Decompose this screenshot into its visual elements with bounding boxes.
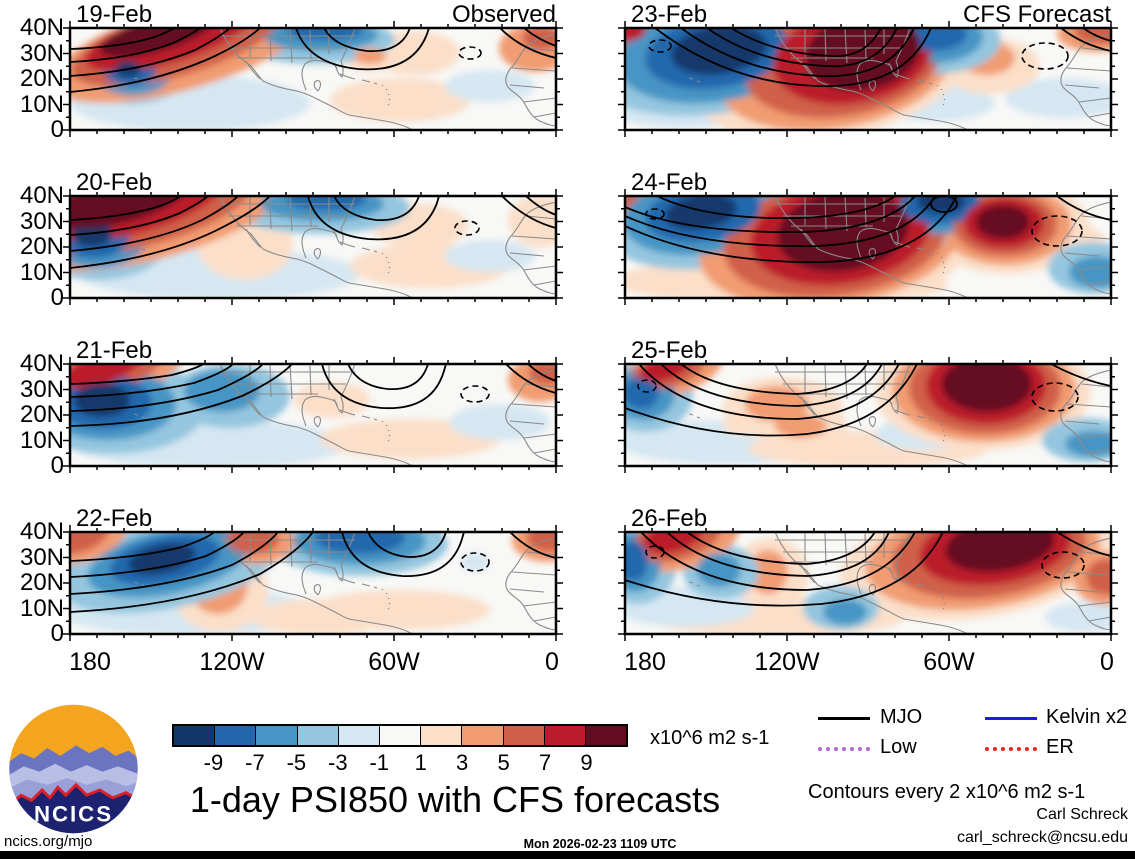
y-axis-label: 40N [19,182,64,209]
panel-date: 23-Feb [631,1,708,28]
colorbar-tick-label: -9 [203,750,224,775]
y-axis-label: 30N [19,543,64,571]
panel-column-label: Observed [451,1,556,28]
colorbar-segment [296,726,338,745]
colorbar [172,724,628,747]
map-panel-26-Feb: 26-Feb 180 120W 60W 0 [618,505,1118,676]
map-panel-19-Feb: 19-Feb Observed 40N 30N 20N 10N 0 [20,1,563,142]
x-axis-label: 180 [69,648,111,676]
y-axis-label: 20N [19,569,64,596]
colorbar-tick-label: -5 [286,750,307,775]
timestamp: Mon 2026-02-23 1109 UTC [523,837,677,851]
legend-line-kelvin-x2 [985,717,1037,720]
map-plot [63,21,563,137]
colorbar-units: x10^6 m2 s-1 [650,727,770,749]
y-axis-label: 30N [19,375,64,403]
panel-date: 21-Feb [76,337,153,364]
x-axis-label: 0 [545,648,559,676]
colorbar-tick-label: -7 [245,750,265,775]
colorbar-segment [420,726,462,745]
map-panel-20-Feb: 20-Feb 40N 30N 20N 10N 0 [20,169,563,310]
colorbar-tick-label: 7 [538,750,552,775]
legend-label: MJO [880,706,923,728]
panel-column-label: CFS Forecast [962,1,1111,28]
x-axis-label: 60W [368,648,420,676]
bottom-bar [0,851,1135,859]
colorbar-segment [461,726,503,745]
y-axis-label: 10N [19,426,64,454]
legend-line-mjo [818,717,870,720]
panel-date: 19-Feb [76,1,153,28]
map-plot [63,189,563,305]
colorbar-segment [214,726,256,745]
legend-line-low [818,747,870,751]
colorbar-tick-label: -3 [328,750,348,775]
legend-label: Low [880,736,917,758]
y-axis-label: 20N [19,401,64,428]
map-plot [618,525,1118,641]
y-axis-label: 10N [19,594,64,622]
map-panel-25-Feb: 25-Feb [618,337,1118,473]
x-axis-label: 180 [624,648,666,676]
panel-date: 24-Feb [631,169,708,196]
map-plot [63,357,563,473]
x-axis-label: 120W [199,648,265,676]
x-axis-label: 120W [754,648,820,676]
figure-title: 1-day PSI850 with CFS forecasts [189,779,721,820]
x-axis-label: 60W [923,648,975,676]
ncics-logo: NCICS [9,704,138,834]
colorbar-segment [378,726,421,745]
y-axis-label: 0 [50,284,64,311]
panel-date: 26-Feb [631,505,708,532]
credit-name: Carl Schreck [1036,806,1128,823]
map-panel-23-Feb: 23-Feb CFS Forecast [618,1,1118,137]
map-plot [618,357,1118,473]
y-axis-label: 20N [19,65,64,92]
colorbar-segment [584,726,627,745]
map-panel-21-Feb: 21-Feb 40N 30N 20N 10N 0 [20,337,563,478]
map-plot [618,21,1118,137]
colorbar-segment [543,726,585,745]
y-axis-label: 0 [50,452,64,479]
y-axis-label: 40N [19,350,64,377]
y-axis-label: 30N [19,39,64,67]
map-plot [618,189,1118,305]
legend-label: ER [1046,736,1074,758]
legend-label: Kelvin x2 [1046,706,1128,728]
y-axis-label: 30N [19,207,64,235]
colorbar-tick-label: 5 [497,750,510,775]
y-axis-label: 20N [19,233,64,260]
site-url: ncics.org/mjo [4,833,93,850]
y-axis-label: 10N [19,90,64,118]
map-plot [63,525,563,641]
y-axis-label: 40N [19,518,64,545]
map-panel-24-Feb: 24-Feb [618,169,1118,305]
panel-date: 20-Feb [76,169,153,196]
ncics-logo-text: NCICS [34,801,113,826]
colorbar-segment [255,726,297,745]
credit-email: carl_schreck@ncsu.edu [957,829,1128,846]
y-axis-label: 0 [50,620,64,647]
x-axis-label: 0 [1100,648,1114,676]
colorbar-tick-label: -1 [369,750,390,775]
colorbar-tick-label: 1 [414,750,427,775]
contour-note: Contours every 2 x10^6 m2 s-1 [808,781,1086,803]
panel-date: 25-Feb [631,337,708,364]
map-panel-22-Feb: 22-Feb 40N 30N 20N 10N 0 180 120W 60W 0 [20,505,563,676]
colorbar-tick-label: 3 [456,750,469,775]
y-axis-label: 10N [19,258,64,286]
colorbar-segment [337,726,379,745]
colorbar-segment [502,726,544,745]
panel-date: 22-Feb [76,505,153,532]
colorbar-segment [174,726,215,745]
colorbar-tick-label: 9 [580,750,593,775]
y-axis-label: 0 [50,116,64,143]
legend-line-er [985,747,1037,751]
y-axis-label: 40N [19,14,64,41]
